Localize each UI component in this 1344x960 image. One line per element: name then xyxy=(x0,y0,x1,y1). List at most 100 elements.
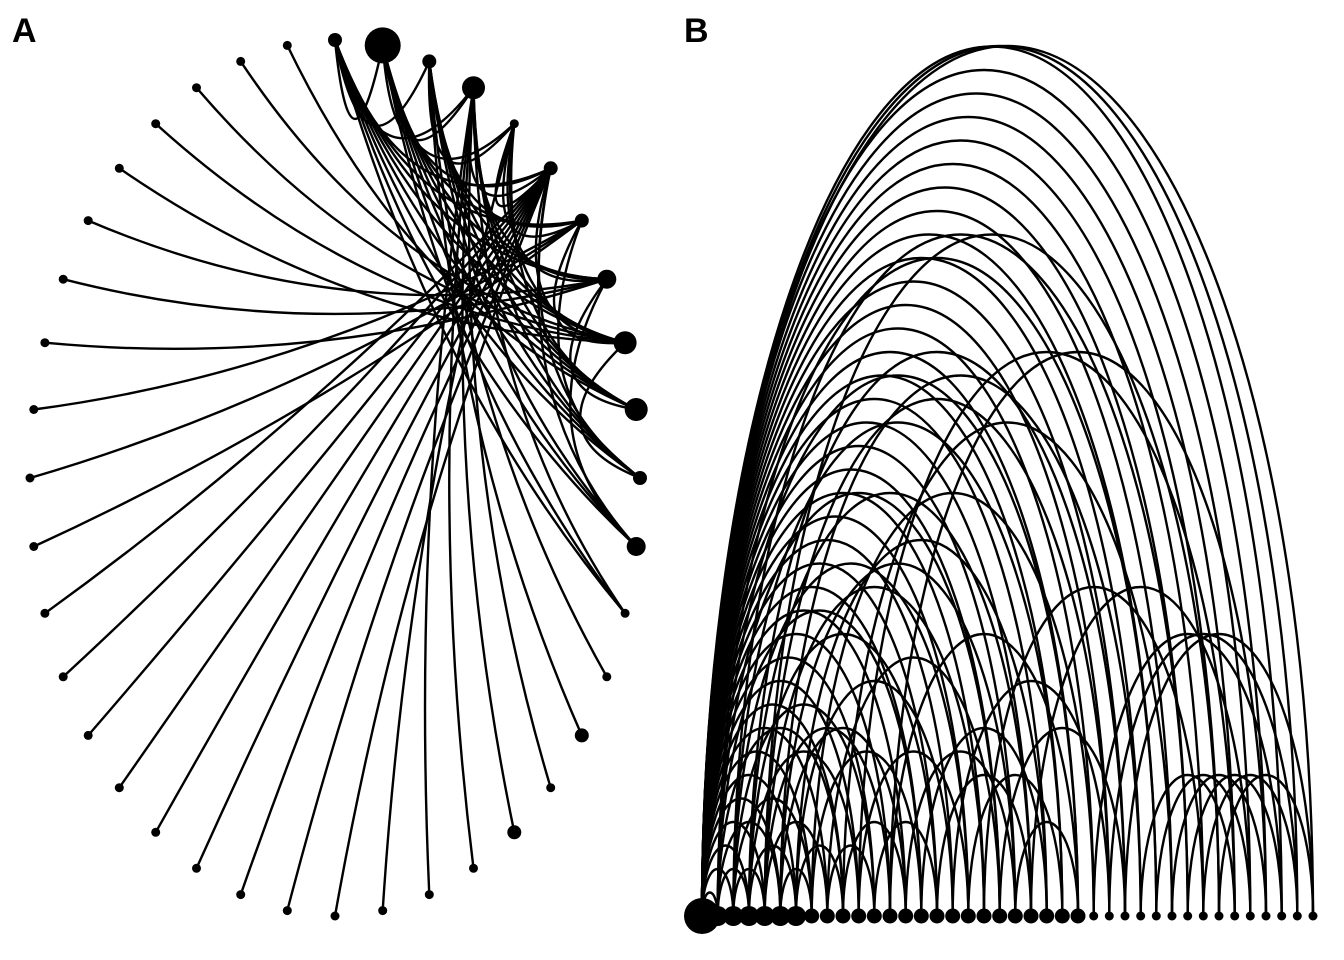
panel-a-circular-network xyxy=(25,27,648,921)
panel-b-arc xyxy=(779,726,907,918)
panel-a-edge xyxy=(286,44,638,411)
panel-a-node xyxy=(328,33,342,47)
panel-a-node xyxy=(58,672,68,682)
panel-b-node xyxy=(786,906,806,926)
panel-a-node xyxy=(574,213,589,228)
panel-a-edge xyxy=(333,38,627,615)
panel-a-edge xyxy=(461,86,516,834)
panel-a-edge xyxy=(32,219,583,548)
panel-a-node xyxy=(469,863,478,873)
panel-b-arc xyxy=(763,233,1221,918)
panel-a-node xyxy=(114,163,124,173)
panel-a-node xyxy=(613,331,637,355)
panel-a-edge xyxy=(118,167,627,344)
panel-a-node xyxy=(330,911,340,921)
panel-b-arc xyxy=(747,750,860,918)
panel-a-node xyxy=(40,608,50,618)
panel-b-node xyxy=(819,908,835,924)
panel-a-edge xyxy=(569,278,638,411)
panel-a-edge xyxy=(381,44,638,548)
panel-b-node xyxy=(1039,908,1055,924)
panel-b-node xyxy=(1151,911,1161,921)
panel-a-node xyxy=(151,119,161,129)
panel-b-node xyxy=(898,908,914,924)
panel-b-arc xyxy=(857,350,1236,918)
panel-b-nodes xyxy=(684,898,1318,934)
panel-a-edge xyxy=(428,60,608,678)
panel-a-node xyxy=(509,119,519,129)
panel-a-node xyxy=(192,863,201,873)
panel-b-arc xyxy=(716,491,1001,918)
panel-a-node xyxy=(602,672,612,682)
panel-a-edge xyxy=(154,167,552,834)
panel-b-arc xyxy=(826,844,876,918)
panel-b-node xyxy=(804,908,820,924)
panel-b-arc xyxy=(716,256,1158,918)
panel-a-node xyxy=(151,827,161,837)
panel-a-edge xyxy=(537,167,638,548)
panel-a-edge xyxy=(333,167,552,918)
panel-a-node xyxy=(620,608,630,618)
panel-b-node xyxy=(1277,911,1287,921)
panel-a-edge xyxy=(467,86,552,789)
panel-b-arc xyxy=(1029,585,1252,918)
panel-b-arc xyxy=(1155,773,1252,918)
panel-b-node xyxy=(1070,908,1086,924)
panel-a-edge xyxy=(43,278,608,350)
panel-a-node xyxy=(424,890,434,900)
panel-b-arc xyxy=(779,374,1142,918)
panel-a-node xyxy=(574,728,589,743)
panel-b-node xyxy=(992,908,1008,924)
panel-b-arc xyxy=(967,773,1064,918)
panel-b-arc xyxy=(732,421,1064,918)
panel-b-arc xyxy=(732,562,970,918)
panel-b-arc xyxy=(747,350,1127,918)
panel-b-node xyxy=(754,906,775,926)
panel-b-arc xyxy=(1123,632,1315,918)
panel-b-arc xyxy=(700,44,1315,918)
panel-b-node xyxy=(684,898,720,934)
panel-b-node xyxy=(1023,908,1039,924)
panel-a-node xyxy=(624,398,648,421)
panel-b-node xyxy=(1089,911,1099,921)
panel-a-node xyxy=(114,783,124,793)
panel-b-node xyxy=(1230,911,1240,921)
panel-b-node xyxy=(770,906,791,926)
panel-b-node xyxy=(739,906,759,926)
panel-b-arc xyxy=(763,820,829,918)
panel-b-arc xyxy=(888,632,1080,918)
panel-b-arc xyxy=(700,115,1236,918)
panel-b-node xyxy=(1054,908,1070,924)
panel-a-edge xyxy=(509,122,638,411)
panel-b-node xyxy=(945,908,961,924)
panel-a-edge xyxy=(506,122,608,283)
panel-a-node xyxy=(83,730,93,740)
panel-b-arc xyxy=(1217,773,1315,918)
panel-b-arc xyxy=(794,538,1048,918)
panel-b-node xyxy=(1198,911,1208,921)
panel-b-edges xyxy=(700,44,1315,918)
panel-a-node xyxy=(58,274,68,284)
panel-b-arc xyxy=(1092,632,1283,918)
panel-b-arc xyxy=(732,233,1189,918)
panel-a-edge xyxy=(448,86,475,870)
panel-b-arc xyxy=(904,750,1017,918)
panel-b-arc xyxy=(716,609,923,918)
panel-b-arc xyxy=(982,585,1205,918)
panel-a-edges xyxy=(28,38,642,918)
panel-a-node xyxy=(83,216,93,226)
panel-a-node xyxy=(29,542,39,551)
panel-b-arc xyxy=(700,209,1174,918)
panel-b-node xyxy=(1292,911,1302,921)
panel-a-edge xyxy=(239,60,627,344)
panel-a-edge xyxy=(381,122,516,912)
panel-b-arc xyxy=(716,726,845,918)
panel-b-node xyxy=(1308,911,1318,921)
panel-b-arc xyxy=(794,679,954,918)
panel-b-arc xyxy=(747,844,798,918)
panel-b-node xyxy=(835,908,851,924)
panel-a-node xyxy=(507,825,522,840)
panel-a-node xyxy=(236,56,246,66)
panel-a-node xyxy=(40,338,50,348)
panel-b-node xyxy=(1261,911,1271,921)
